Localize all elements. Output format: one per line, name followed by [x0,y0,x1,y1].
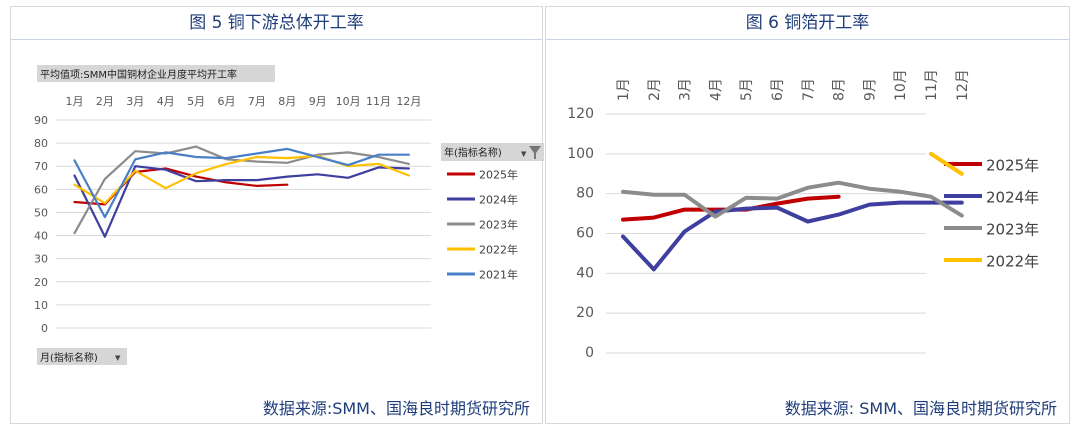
series-line-2025 [73,167,289,206]
x-tick-label: 3月 [678,78,694,101]
x-tick-label: 4月 [157,95,175,108]
y-tick-label: 80 [34,137,48,150]
x-tick-label: 7月 [801,78,817,101]
y-tick-label: 30 [34,253,48,266]
pivot-value-field-button[interactable] [37,65,275,82]
pivot-row-field-button[interactable] [37,348,127,365]
x-tick-label: 5月 [739,78,755,101]
left-chart-svg: 平均值项:SMM中国铜材企业月度平均开工率 月(指标名称) ▼ 年(指标名称) … [34,65,544,365]
left-chart-source: 数据来源:SMM、国海良时期货研究所 [262,399,530,418]
series-line-2022 [929,151,964,176]
pivot-value-field-label: 平均值项:SMM中国铜材企业月度平均开工率 [40,68,237,81]
x-tick-label: 1月 [616,78,632,101]
right-chart-source: 数据来源: SMM、国海良时期货研究所 [784,399,1057,418]
left-chart-title: 图 5 铜下游总体开工率 [11,7,542,40]
x-tick-label: 1月 [66,95,84,108]
y-tick-label: 60 [576,226,594,242]
y-tick-label: 20 [34,276,48,289]
y-tick-label: 50 [34,206,48,219]
right-chart-svg: 0 20 40 60 80 100 120 1月 2月 3月 4月 5月 6月 7月 8月 9月 10月 11月 1… [567,69,1039,361]
legend-label: 2024年 [479,193,518,207]
x-tick-label: 4月 [708,78,724,101]
x-tick-label: 10月 [336,95,361,108]
right-chart-title: 图 6 铜箔开工率 [546,7,1069,40]
x-tick-label: 12月 [396,95,421,108]
legend-label: 2025年 [479,168,518,182]
y-tick-label: 90 [34,114,48,127]
y-tick-label: 20 [576,305,594,321]
x-tick-label: 3月 [126,95,144,108]
x-tick-label: 6月 [770,78,786,101]
left-chart-panel: 图 5 铜下游总体开工率 平均值项:SMM中国铜材企业月度平均开工率 月(指标名… [10,6,544,424]
x-tick-label: 8月 [278,95,296,108]
x-tick-label: 11月 [924,69,940,101]
y-tick-label: 40 [576,265,594,281]
y-tick-label: 120 [567,106,594,122]
pivot-row-dropdown-icon[interactable]: ▼ [115,354,121,362]
y-tick-label: 100 [567,146,594,162]
y-tick-label: 10 [34,299,48,312]
x-tick-label: 2月 [96,95,114,108]
legend-label: 2021年 [479,268,518,282]
series-line-2023 [621,180,964,219]
x-tick-label: 8月 [832,78,848,101]
y-tick-label: 80 [576,186,594,202]
x-tick-label: 12月 [955,69,971,101]
series-line-2024 [621,200,964,272]
legend-label: 2022年 [479,243,518,257]
x-tick-label: 10月 [893,69,909,101]
y-tick-label: 70 [34,160,48,173]
x-tick-label: 7月 [248,95,266,108]
series-line-2022 [73,154,410,205]
legend-label: 2025年 [986,157,1039,175]
y-tick-label: 0 [41,322,48,335]
pivot-row-field-label: 月(指标名称) [40,351,98,364]
legend-label: 2024年 [986,189,1039,207]
pivot-filter-icon[interactable] [529,146,541,159]
y-tick-label: 0 [585,345,594,361]
pivot-legend-dropdown-icon[interactable]: ▼ [521,150,527,158]
pivot-legend-field-label: 年(指标名称) [444,146,502,159]
x-tick-label: 11月 [366,95,391,108]
x-tick-label: 9月 [309,95,327,108]
legend-label: 2023年 [986,221,1039,239]
series-line-2024 [73,165,410,238]
right-chart-panel: 图 6 铜箔开工率 0 20 40 60 80 100 120 1月 2月 3月 4月 5月 6月 7月 8… [545,6,1070,424]
series-line-2021 [73,147,410,219]
pivot-legend-field-button[interactable] [441,143,544,161]
legend-label: 2022年 [986,253,1039,271]
x-tick-label: 2月 [647,78,663,101]
x-tick-label: 9月 [862,78,878,101]
x-tick-label: 5月 [187,95,205,108]
y-tick-label: 60 [34,183,48,196]
x-tick-label: 6月 [218,95,236,108]
y-tick-label: 40 [34,230,48,243]
legend-label: 2023年 [479,218,518,232]
